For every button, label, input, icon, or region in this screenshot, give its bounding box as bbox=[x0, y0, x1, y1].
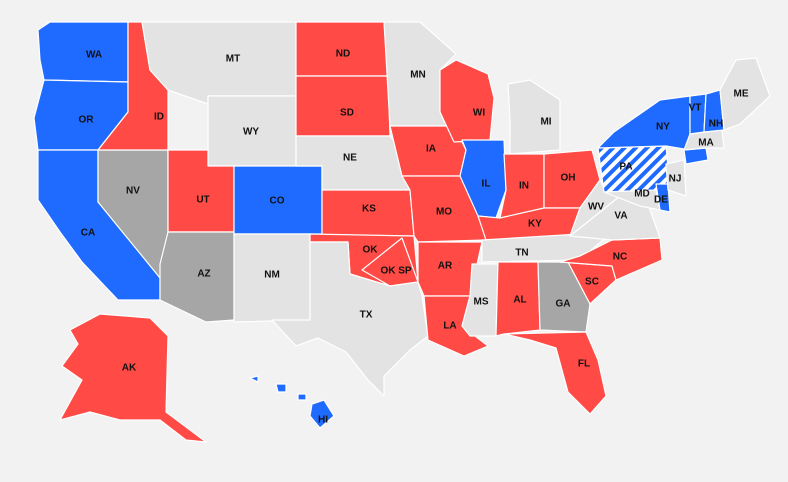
label-DE: DE bbox=[654, 195, 668, 206]
state-AK[interactable] bbox=[59, 313, 207, 443]
label-AK: AK bbox=[122, 363, 137, 374]
label-SD: SD bbox=[340, 108, 354, 119]
label-NC: NC bbox=[613, 252, 627, 263]
label-IN: IN bbox=[519, 181, 529, 192]
state-TX[interactable] bbox=[271, 241, 429, 397]
label-MA: MA bbox=[698, 138, 714, 149]
state-AZ[interactable] bbox=[159, 231, 235, 323]
label-VA: VA bbox=[614, 211, 627, 222]
state-AL[interactable] bbox=[495, 261, 541, 337]
label-IA: IA bbox=[426, 144, 436, 155]
state-NJ[interactable] bbox=[665, 159, 687, 197]
label-OK-SP: OK SP bbox=[380, 266, 411, 277]
label-TX: TX bbox=[360, 310, 373, 321]
label-WI: WI bbox=[473, 108, 485, 119]
label-PA: PA bbox=[619, 162, 632, 173]
label-NJ: NJ bbox=[669, 174, 682, 185]
state-WA[interactable] bbox=[37, 21, 129, 83]
state-HI[interactable] bbox=[249, 375, 335, 429]
label-HI: HI bbox=[318, 415, 328, 426]
state-FL[interactable] bbox=[503, 331, 607, 415]
state-CT[interactable] bbox=[683, 147, 709, 165]
label-KS: KS bbox=[362, 204, 376, 215]
label-OR: OR bbox=[79, 115, 95, 126]
label-MT: MT bbox=[226, 54, 240, 65]
label-FL: FL bbox=[578, 359, 590, 370]
label-MN: MN bbox=[410, 70, 426, 81]
label-AL: AL bbox=[513, 295, 526, 306]
label-TN: TN bbox=[515, 248, 528, 259]
label-NH: NH bbox=[709, 119, 723, 130]
label-MD: MD bbox=[634, 189, 650, 200]
label-MS: MS bbox=[474, 297, 489, 308]
state-SD[interactable] bbox=[295, 75, 391, 137]
label-NE: NE bbox=[343, 153, 357, 164]
label-NV: NV bbox=[126, 186, 140, 197]
label-CA: CA bbox=[81, 228, 95, 239]
label-IL: IL bbox=[482, 179, 491, 190]
state-NY[interactable] bbox=[597, 95, 691, 151]
label-VT: VT bbox=[689, 103, 702, 114]
label-MO: MO bbox=[436, 207, 452, 218]
label-AZ: AZ bbox=[197, 269, 210, 280]
label-ME: ME bbox=[734, 89, 749, 100]
label-OH: OH bbox=[561, 173, 576, 184]
state-WI[interactable] bbox=[439, 59, 495, 143]
state-MI[interactable] bbox=[507, 79, 561, 155]
label-WV: WV bbox=[588, 202, 604, 213]
state-VT[interactable] bbox=[689, 93, 707, 135]
label-ND: ND bbox=[336, 49, 350, 60]
label-KY: KY bbox=[528, 219, 542, 230]
label-SC: SC bbox=[585, 277, 599, 288]
label-WY: WY bbox=[243, 127, 259, 138]
label-LA: LA bbox=[443, 321, 456, 332]
label-OK: OK bbox=[363, 245, 379, 256]
state-DE[interactable] bbox=[655, 183, 671, 213]
label-ID: ID bbox=[154, 112, 164, 123]
state-ME[interactable] bbox=[719, 57, 771, 131]
label-MI: MI bbox=[540, 117, 551, 128]
label-GA: GA bbox=[556, 299, 571, 310]
label-NM: NM bbox=[264, 270, 280, 281]
label-CO: CO bbox=[270, 196, 285, 207]
label-AR: AR bbox=[438, 261, 453, 272]
label-NY: NY bbox=[656, 122, 670, 133]
label-WA: WA bbox=[86, 50, 102, 61]
label-UT: UT bbox=[196, 195, 209, 206]
